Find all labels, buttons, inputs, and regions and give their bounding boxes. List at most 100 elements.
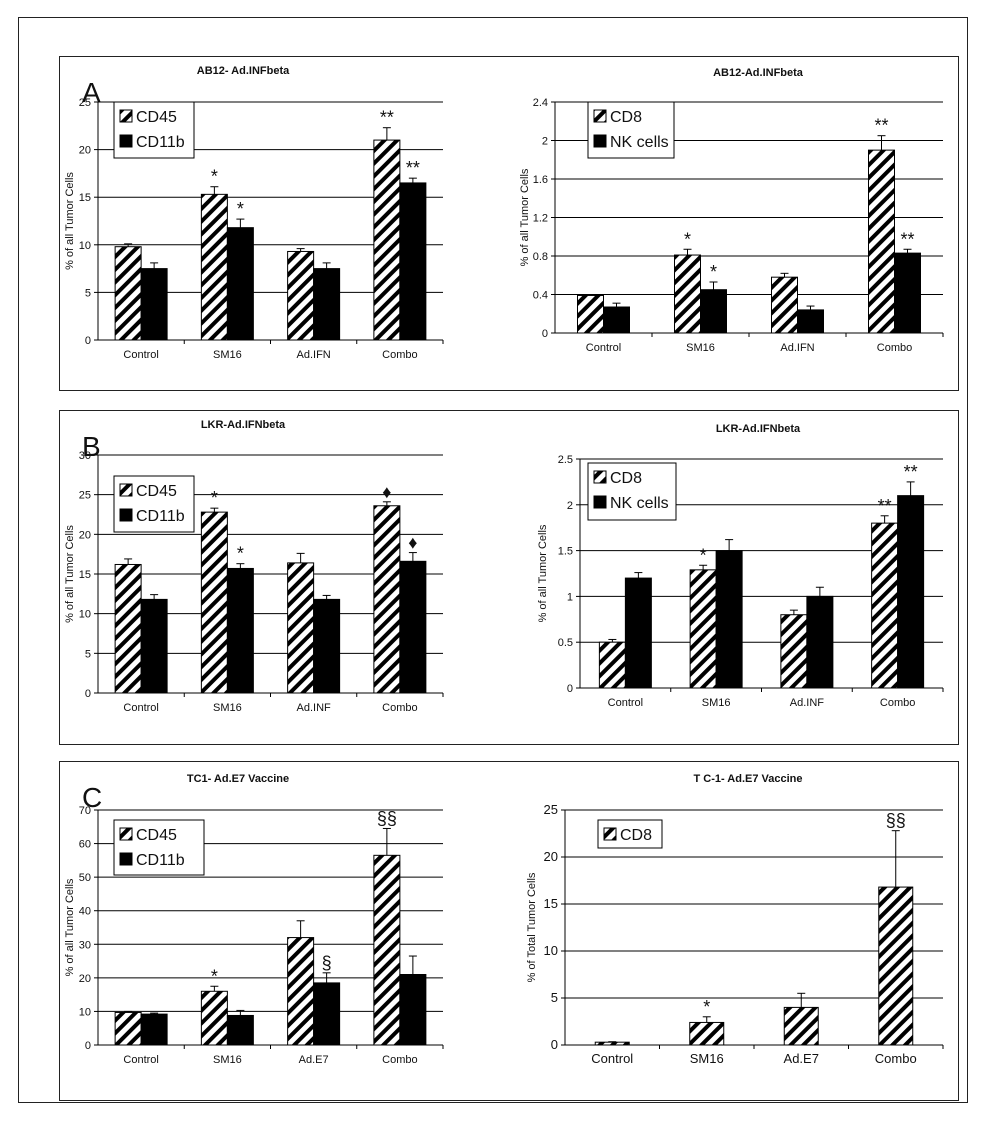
y-tick-label: 25: [79, 97, 91, 109]
x-tick-label: Ad.INF: [790, 697, 825, 709]
chart-title: TC1- Ad.E7 Vaccine: [187, 773, 289, 785]
bar-cd11b: [313, 268, 341, 341]
significance-marker: *: [703, 997, 710, 1017]
x-tick-label: Control: [586, 342, 621, 354]
y-tick-label: 0: [85, 688, 91, 700]
x-tick-label: Ad.INF: [297, 702, 332, 714]
y-tick-label: 0: [567, 683, 573, 695]
y-tick-label: 1.5: [558, 546, 573, 558]
x-tick-label: Combo: [382, 702, 417, 714]
y-tick-label: 1.2: [533, 213, 548, 225]
y-tick-label: 0: [85, 1040, 91, 1052]
y-tick-label: 25: [79, 490, 91, 502]
y-tick-label: 15: [544, 896, 558, 911]
bar-cd45: [114, 1011, 142, 1046]
y-tick-label: 20: [79, 529, 91, 541]
legend-label: CD11b: [136, 852, 185, 869]
y-tick-label: 0.8: [533, 251, 548, 263]
legend-label: CD8: [610, 470, 642, 487]
bar-cd8: [783, 1006, 819, 1046]
legend-swatch: [119, 852, 133, 866]
significance-marker: *: [211, 488, 218, 508]
x-tick-label: SM16: [686, 342, 715, 354]
x-tick-label: SM16: [690, 1051, 724, 1066]
legend-label: CD8: [610, 109, 642, 126]
significance-marker: **: [900, 229, 914, 249]
legend-label: CD11b: [136, 134, 185, 151]
x-tick-label: Combo: [382, 349, 417, 361]
bar-cd11b: [226, 227, 254, 341]
significance-marker: *: [237, 199, 244, 219]
bar-cd11b: [313, 982, 341, 1046]
legend-swatch: [593, 134, 607, 148]
y-tick-label: 70: [79, 805, 91, 817]
legend-swatch: [119, 134, 133, 148]
x-tick-label: Control: [591, 1051, 633, 1066]
bar-cd45: [114, 563, 142, 694]
bar-nk-cells: [897, 495, 925, 689]
panel-letter: B: [82, 431, 101, 462]
y-tick-label: 2.4: [533, 97, 548, 109]
legend-swatch: [119, 109, 133, 123]
y-tick-label: 10: [79, 609, 91, 621]
x-tick-label: Control: [123, 1054, 158, 1066]
x-tick-label: Control: [608, 697, 643, 709]
bar-cd45: [200, 511, 228, 694]
bar-cd8: [771, 276, 798, 334]
significance-marker: **: [406, 158, 420, 178]
y-tick-label: 5: [85, 648, 91, 660]
chart-1: AB12-Ad.INFbeta % of all Tumor Cells 0 0.4 0…: [519, 67, 944, 354]
y-tick-label: 10: [544, 943, 558, 958]
bar-cd45: [373, 505, 401, 694]
chart-title: AB12- Ad.INFbeta: [197, 65, 290, 77]
y-tick-label: 15: [79, 192, 91, 204]
y-tick-label: 60: [79, 839, 91, 851]
significance-marker: *: [700, 545, 707, 565]
panel-c: C: [59, 761, 959, 1101]
x-tick-label: Combo: [875, 1051, 917, 1066]
x-tick-label: SM16: [702, 697, 731, 709]
panel-letter: C: [82, 782, 103, 813]
significance-marker: **: [904, 462, 918, 482]
legend-swatch: [593, 495, 607, 509]
y-tick-label: 20: [79, 973, 91, 985]
significance-marker: **: [380, 108, 394, 128]
chart-title: T C-1- Ad.E7 Vaccine: [693, 773, 802, 785]
bar-cd11b: [399, 560, 427, 694]
y-tick-label: 10: [79, 240, 91, 252]
bar-cd8: [689, 1021, 725, 1046]
x-tick-label: Combo: [382, 1054, 417, 1066]
significance-marker: ♦: [408, 533, 417, 553]
legend-label: NK cells: [610, 495, 669, 512]
bar-cd11b: [313, 598, 341, 694]
bar-cd8: [871, 522, 899, 689]
legend-swatch: [593, 109, 607, 123]
significance-marker: ♦: [382, 482, 391, 502]
bar-cd8: [689, 569, 717, 689]
x-tick-label: Ad.IFN: [297, 349, 331, 361]
bar-cd11b: [399, 974, 427, 1046]
y-tick-label: 1: [567, 591, 573, 603]
y-tick-label: 2.5: [558, 454, 573, 466]
significance-marker: *: [684, 229, 691, 249]
y-tick-label: 5: [85, 287, 91, 299]
y-tick-label: 25: [544, 802, 558, 817]
bar-cd8: [598, 641, 626, 689]
y-axis-label: % of all Tumor Cells: [519, 168, 531, 266]
x-tick-label: Control: [123, 702, 158, 714]
y-tick-label: 0: [542, 328, 548, 340]
legend-swatch: [603, 827, 617, 841]
legend-swatch: [119, 508, 133, 522]
bar-cd11b: [226, 1014, 254, 1046]
x-tick-label: SM16: [213, 349, 242, 361]
legend-swatch: [119, 827, 133, 841]
bar-cd8: [577, 294, 604, 334]
y-tick-label: 1.6: [533, 174, 548, 186]
bar-cd45: [200, 193, 228, 341]
significance-marker: *: [237, 544, 244, 564]
bar-cd11b: [226, 567, 254, 694]
panel-a: A: [59, 56, 959, 391]
y-tick-label: 30: [79, 450, 91, 462]
bar-cd45: [373, 139, 401, 341]
bar-nk-cells: [715, 550, 743, 689]
